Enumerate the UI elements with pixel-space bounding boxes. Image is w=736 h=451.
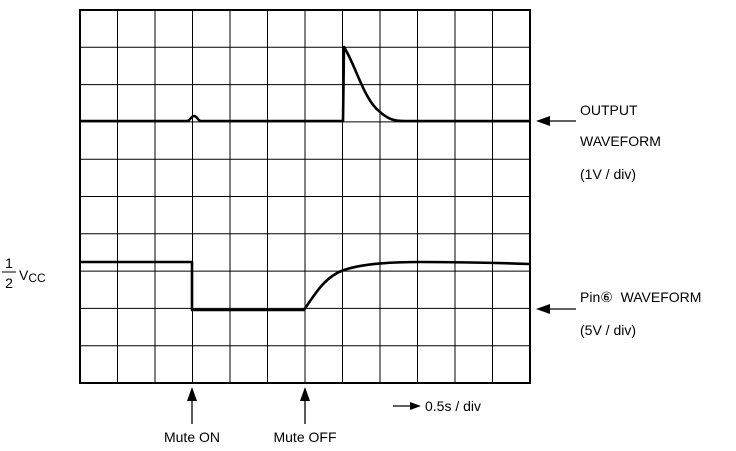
scope-grid xyxy=(79,9,531,384)
output-label-line1: OUTPUT xyxy=(580,102,638,118)
mute-off-label: Mute OFF xyxy=(273,429,336,445)
vcc-fraction-numerator: 1 xyxy=(5,255,13,271)
pin6-waveform-trace xyxy=(80,260,531,312)
time-scale-arrow xyxy=(393,402,421,410)
pin6-label-line1: Pin⑥ WAVEFORM xyxy=(580,289,701,305)
output-label-line2: WAVEFORM xyxy=(580,133,661,149)
mute-off-arrow xyxy=(300,387,310,424)
output-label-line3: (1V / div) xyxy=(580,166,636,182)
output-pointer-arrow xyxy=(536,116,576,126)
output-waveform-trace xyxy=(80,45,530,123)
pin6-label-line2: (5V / div) xyxy=(580,322,636,338)
half-vcc-label: 1 2 VCC xyxy=(2,255,46,291)
time-scale-label: 0.5s / div xyxy=(425,398,481,414)
vcc-fraction-denominator: 2 xyxy=(5,275,13,291)
pin6-pointer-arrow xyxy=(536,304,576,314)
vcc-symbol: VCC xyxy=(19,267,46,285)
mute-on-arrow xyxy=(187,387,197,424)
mute-on-label: Mute ON xyxy=(164,429,220,445)
